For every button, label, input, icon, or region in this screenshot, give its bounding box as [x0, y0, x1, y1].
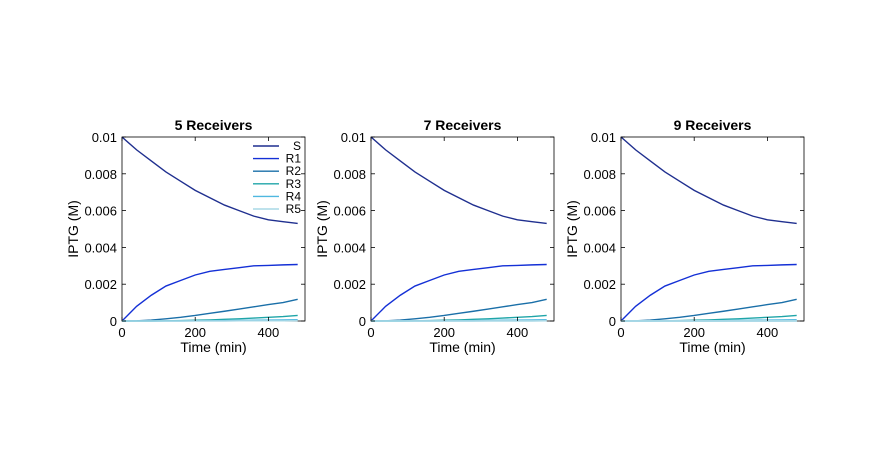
- x-tick-label: 200: [433, 325, 455, 340]
- y-tick-label: 0.002: [333, 277, 366, 292]
- y-axis-label: IPTG (M): [314, 200, 330, 258]
- y-tick-label: 0: [609, 314, 616, 329]
- legend-label-R4: R4: [286, 189, 302, 203]
- y-tick-label: 0.008: [84, 167, 117, 182]
- series-line-1: [620, 263, 797, 322]
- y-tick-label: 0.004: [333, 240, 366, 255]
- subplot-9-receivers: 0 200 400 0 0.002 0.004 0.006 0.008 0.01 9 Receiv…: [564, 117, 805, 355]
- series-line-1: [370, 263, 547, 322]
- axes-frame: [121, 136, 306, 322]
- y-tick-label: 0.006: [84, 204, 117, 219]
- series-line-0: [370, 136, 547, 225]
- legend-label-R3: R3: [286, 177, 302, 191]
- y-tick-label: 0.01: [591, 130, 616, 145]
- y-tick-label: 0.004: [84, 240, 117, 255]
- x-tick-label: 200: [184, 325, 206, 340]
- x-axis-label: Time (min): [679, 339, 745, 355]
- subplot-title: 7 Receivers: [424, 117, 502, 133]
- y-axis-label: IPTG (M): [564, 200, 580, 258]
- x-axis-label: Time (min): [180, 339, 246, 355]
- x-tick-label: 0: [367, 325, 374, 340]
- y-tick-label: 0.002: [84, 277, 117, 292]
- y-tick-label: 0: [359, 314, 366, 329]
- x-tick-label: 0: [118, 325, 125, 340]
- axes-frame: [370, 136, 555, 322]
- x-axis-label: Time (min): [429, 339, 495, 355]
- legend-label-R5: R5: [286, 202, 302, 216]
- y-tick-label: 0.004: [583, 240, 616, 255]
- y-tick-label: 0.008: [333, 167, 366, 182]
- y-tick-label: 0.006: [583, 204, 616, 219]
- series-line-2: [370, 298, 547, 322]
- axes-frame: [620, 136, 805, 322]
- series-line-1: [121, 263, 298, 322]
- subplot-7-receivers: 0 200 400 0 0.002 0.004 0.006 0.008 0.01 7 Receiv…: [314, 117, 555, 355]
- legend-label-S: S: [293, 139, 301, 153]
- y-tick-label: 0.008: [583, 167, 616, 182]
- series-line-2: [121, 298, 298, 322]
- y-axis-label: IPTG (M): [65, 200, 81, 258]
- y-tick-label: 0.01: [341, 130, 366, 145]
- subplot-title: 9 Receivers: [674, 117, 752, 133]
- y-tick-label: 0.006: [333, 204, 366, 219]
- y-tick-label: 0.01: [92, 130, 117, 145]
- series-line-2: [620, 298, 797, 322]
- y-tick-label: 0.002: [583, 277, 616, 292]
- x-tick-label: 400: [757, 325, 779, 340]
- series-line-0: [121, 136, 298, 225]
- y-tick-label: 0: [110, 314, 117, 329]
- x-tick-label: 0: [617, 325, 624, 340]
- series-line-0: [620, 136, 797, 225]
- subplot-5-receivers: 0 200 400 0 0.002 0.004 0.006 0.008 0.01 5 Receiv…: [65, 117, 306, 355]
- x-tick-label: 400: [507, 325, 529, 340]
- x-tick-label: 200: [683, 325, 705, 340]
- subplot-title: 5 Receivers: [175, 117, 253, 133]
- x-tick-label: 400: [258, 325, 280, 340]
- legend-label-R2: R2: [286, 164, 302, 178]
- legend-label-R1: R1: [286, 152, 302, 166]
